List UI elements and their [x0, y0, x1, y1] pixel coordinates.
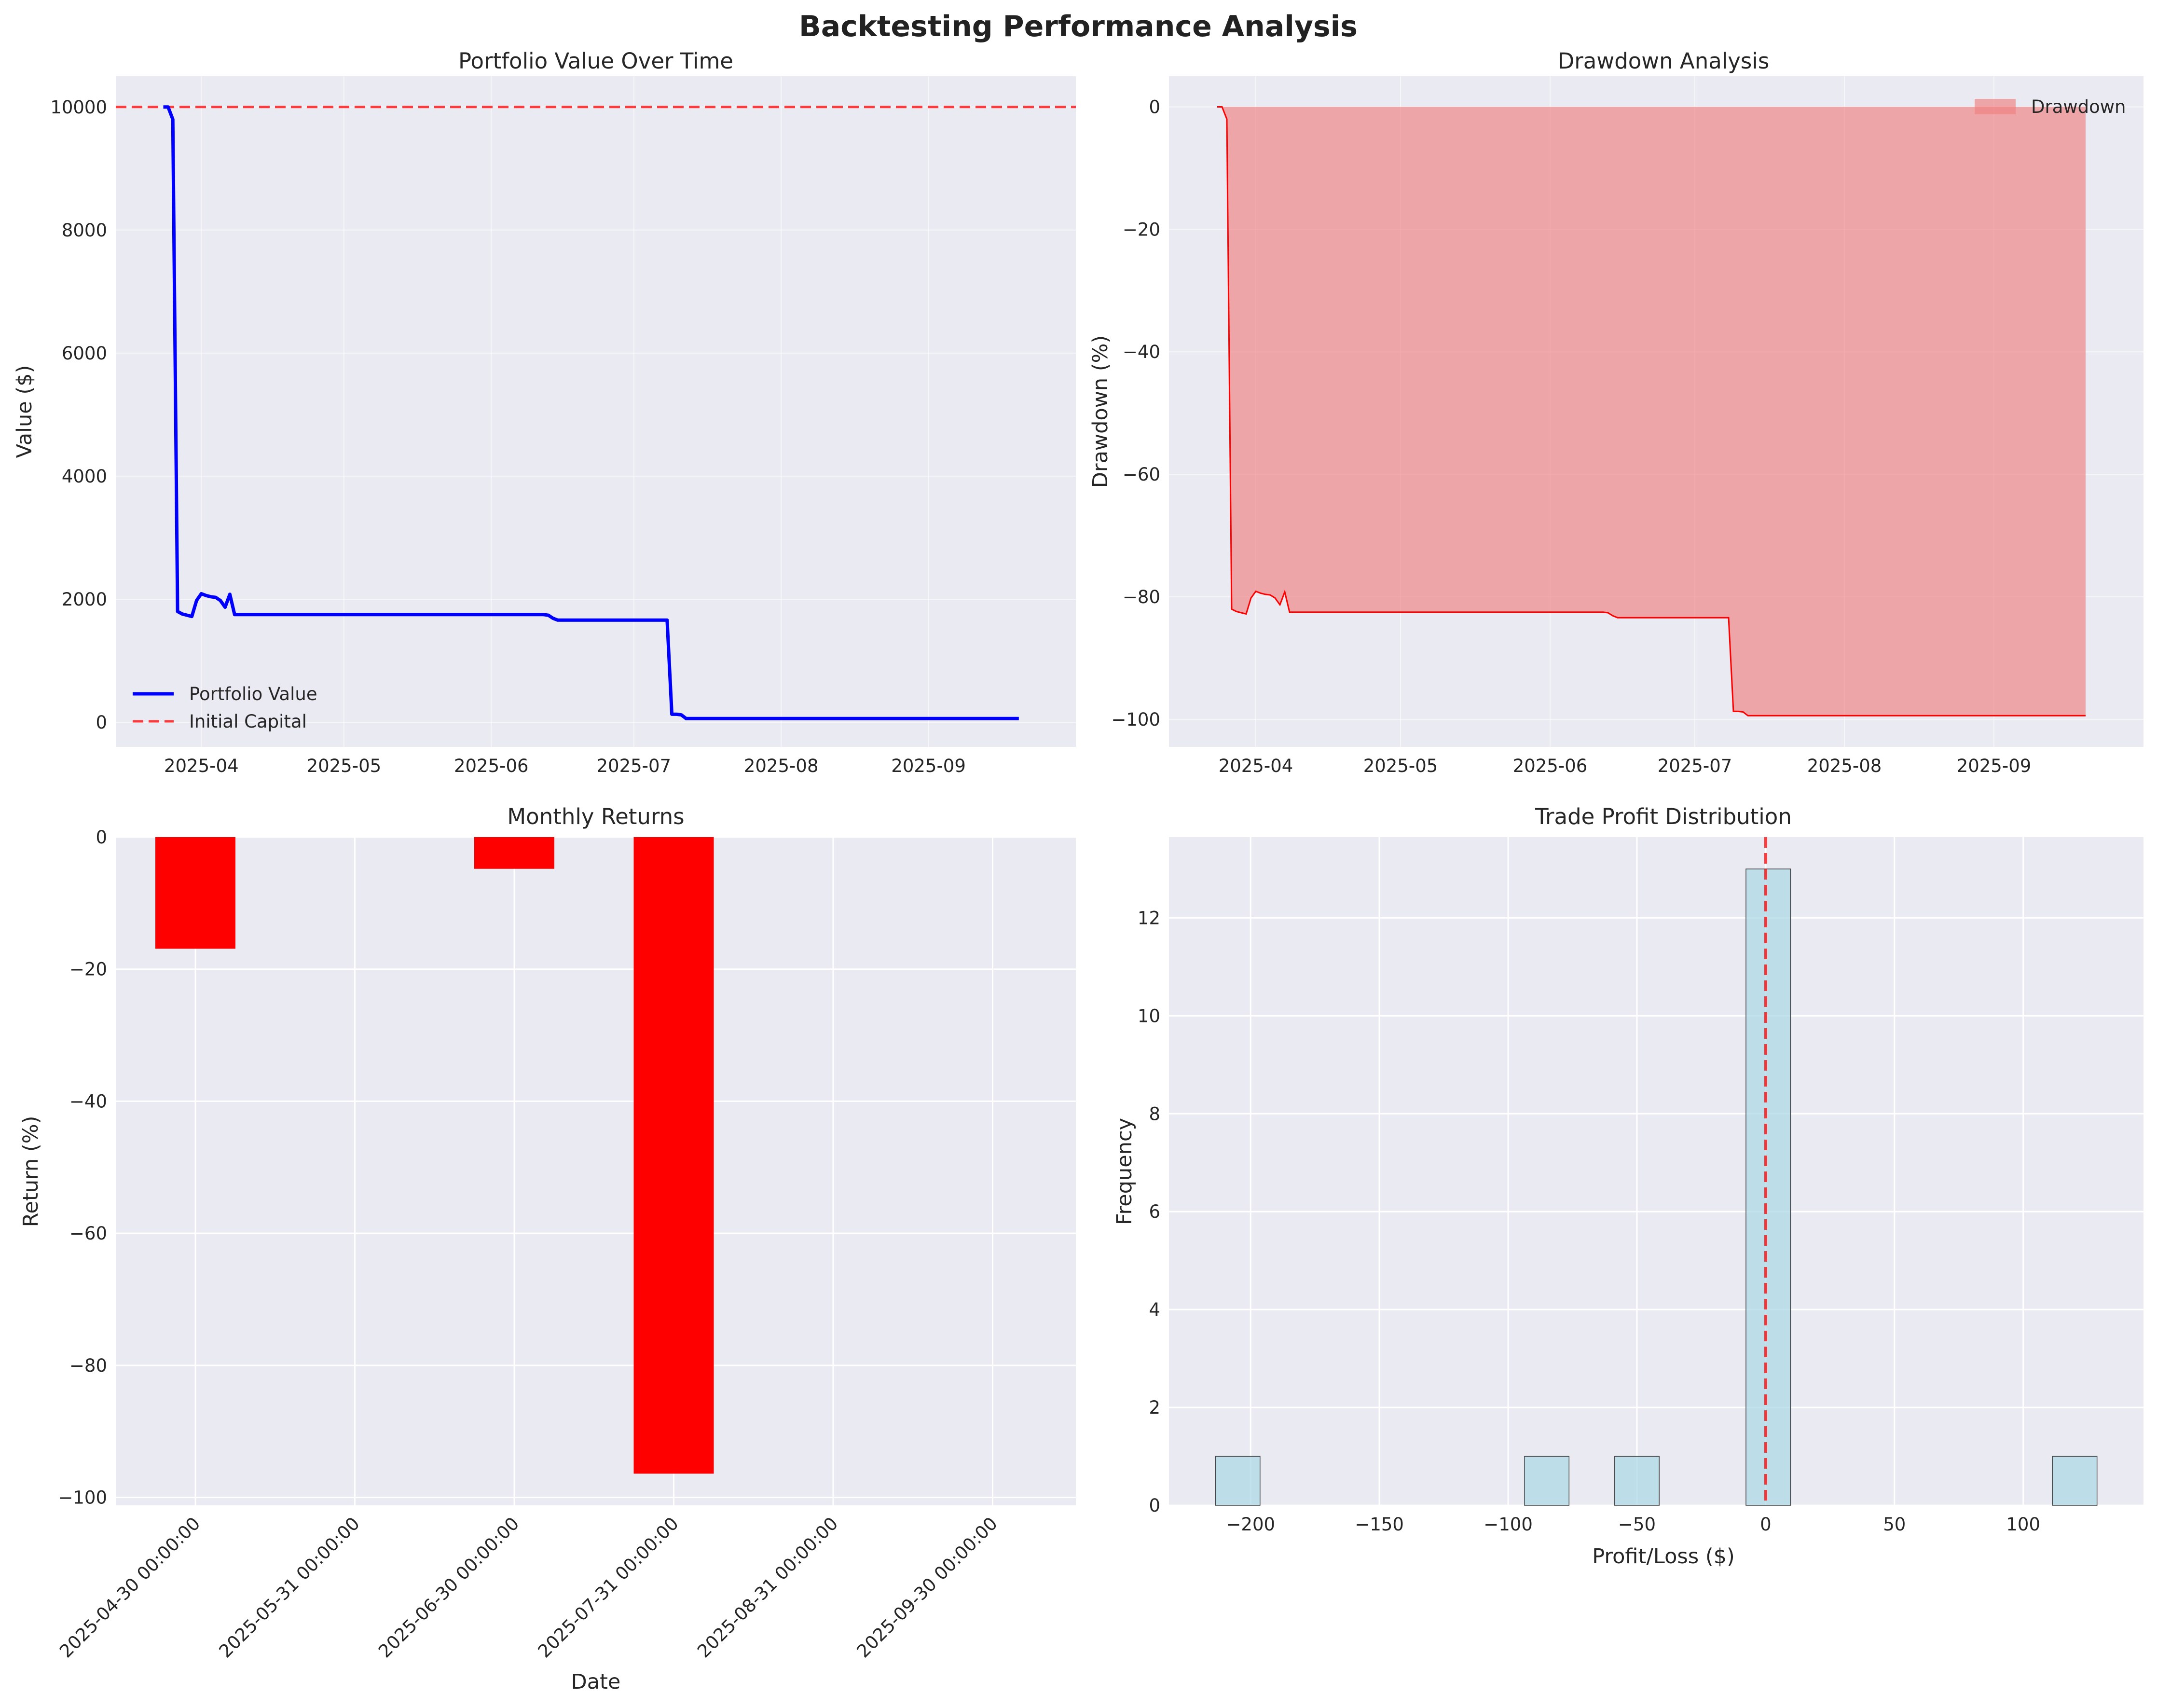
plot-background: [116, 76, 1076, 747]
y-axis-label: Drawdown (%): [1088, 335, 1113, 488]
legend: Portfolio Value Initial Capital: [133, 684, 317, 732]
x-tick-label: 2025-04-30 00:00:00: [55, 1513, 204, 1662]
y-tick-label: 4: [1149, 1299, 1160, 1320]
trade-profit-panel: −200 −150 −100 −50 0 50 100 0 2 4 6 8 10 12 Trade Pro…: [1113, 804, 2143, 1569]
y-tick-label: −40: [69, 1091, 107, 1112]
x-tick-label: 2025-04: [164, 756, 239, 776]
x-tick-label: 2025-06-30 00:00:00: [374, 1513, 523, 1662]
x-tick-label: 2025-06: [1513, 756, 1588, 776]
x-tick-label: 2025-05: [307, 756, 382, 776]
y-tick-label: 2000: [62, 589, 107, 610]
y-tick-label: 0: [1149, 96, 1160, 117]
y-tick-label: 12: [1138, 908, 1160, 928]
legend-label-initial-capital: Initial Capital: [189, 711, 307, 732]
y-tick-label: −80: [69, 1355, 107, 1376]
x-tick-label: 2025-05: [1363, 756, 1438, 776]
y-tick-label: 0: [96, 827, 107, 848]
x-tick-label: 2025-05-31 00:00:00: [215, 1513, 364, 1662]
plot-background: [1169, 837, 2143, 1505]
legend: Drawdown: [1975, 96, 2126, 117]
y-tick-label: −100: [58, 1488, 107, 1508]
chart-marks: [1217, 106, 2086, 716]
histogram-bar: [1614, 1456, 1660, 1506]
y-tick-label: 8000: [62, 220, 107, 241]
y-tick-label: 2: [1149, 1397, 1160, 1418]
y-tick-label: 6000: [62, 343, 107, 364]
y-axis-label: Value ($): [13, 365, 37, 458]
monthly-return-bar: [155, 837, 235, 949]
histogram-bar: [1745, 868, 1791, 1506]
x-tick-label: 2025-08: [1807, 756, 1882, 776]
x-tick-label: −100: [1484, 1514, 1533, 1535]
drawdown-area: [1217, 107, 2086, 716]
legend-label-portfolio: Portfolio Value: [189, 684, 317, 704]
portfolio-value-panel: 2025-04 2025-05 2025-06 2025-07 2025-08 2025-…: [13, 48, 1076, 776]
monthly-return-bar: [633, 837, 714, 1474]
chart-marks: [155, 837, 714, 1474]
y-tick-label: −60: [69, 1223, 107, 1244]
y-tick-label: 6: [1149, 1201, 1160, 1222]
x-tick-label: 2025-08: [744, 756, 819, 776]
x-tick-label: 2025-07: [597, 756, 672, 776]
tick-labels: 2025-04 2025-05 2025-06 2025-07 2025-08 2025-…: [1111, 96, 2031, 776]
drawdown-line: [1217, 106, 2086, 716]
histogram-bar: [2052, 1456, 2098, 1506]
y-tick-label: 8: [1149, 1103, 1160, 1124]
x-tick-label: 2025-09: [1957, 756, 2032, 776]
histogram-bar: [1215, 1456, 1261, 1506]
x-tick-label: 0: [1760, 1514, 1772, 1535]
x-tick-label: 2025-08-31 00:00:00: [693, 1513, 842, 1662]
x-tick-label: 2025-06: [454, 756, 529, 776]
y-tick-label: 10: [1138, 1006, 1160, 1026]
x-tick-label: −50: [1618, 1514, 1656, 1535]
y-tick-label: −40: [1123, 342, 1160, 362]
x-tick-label: −200: [1226, 1514, 1275, 1535]
x-tick-label: 100: [2006, 1514, 2040, 1535]
tick-labels: −200 −150 −100 −50 0 50 100 0 2 4 6 8 10 12: [1138, 908, 2040, 1535]
x-tick-label: 2025-04: [1219, 756, 1293, 776]
legend-swatch-drawdown: [1975, 99, 2016, 114]
panel-title: Trade Profit Distribution: [1535, 804, 1792, 829]
y-tick-label: −20: [1123, 219, 1160, 240]
x-axis-label: Profit/Loss ($): [1592, 1544, 1735, 1569]
y-tick-label: −100: [1111, 709, 1160, 730]
x-tick-label: 50: [1883, 1514, 1906, 1535]
grid: [116, 836, 1076, 1505]
x-tick-label: 2025-09-30 00:00:00: [853, 1513, 1002, 1662]
legend-label-drawdown: Drawdown: [2031, 96, 2126, 117]
chart-marks: [1215, 837, 2098, 1506]
plot-background: [116, 837, 1076, 1505]
x-tick-label: 2025-07-31 00:00:00: [534, 1513, 683, 1662]
x-tick-label: 2025-09: [891, 756, 966, 776]
y-tick-label: −60: [1123, 464, 1160, 485]
tick-labels: 2025-04 2025-05 2025-06 2025-07 2025-08 2025-…: [50, 97, 966, 776]
figure-title: Backtesting Performance Analysis: [799, 10, 1358, 43]
portfolio-value-line: [163, 105, 1019, 720]
monthly-return-bar: [474, 837, 554, 869]
y-tick-label: −80: [1123, 587, 1160, 607]
panel-title: Portfolio Value Over Time: [458, 48, 733, 74]
histogram-bar: [1524, 1456, 1570, 1506]
y-tick-label: −20: [69, 959, 107, 980]
y-axis-label: Return (%): [19, 1116, 43, 1227]
drawdown-panel: 2025-04 2025-05 2025-06 2025-07 2025-08 2025-…: [1088, 48, 2143, 776]
x-tick-label: −150: [1355, 1514, 1404, 1535]
chart-marks: [116, 105, 1076, 720]
y-tick-label: 10000: [50, 97, 107, 118]
x-tick-label: 2025-07: [1658, 756, 1732, 776]
y-tick-label: 0: [1149, 1495, 1160, 1516]
y-axis-label: Frequency: [1113, 1118, 1137, 1225]
panel-title: Monthly Returns: [507, 804, 684, 829]
y-tick-label: 4000: [62, 466, 107, 487]
y-tick-label: 0: [96, 712, 107, 733]
panel-title: Drawdown Analysis: [1558, 48, 1770, 74]
x-axis-label: Date: [571, 1670, 621, 1694]
